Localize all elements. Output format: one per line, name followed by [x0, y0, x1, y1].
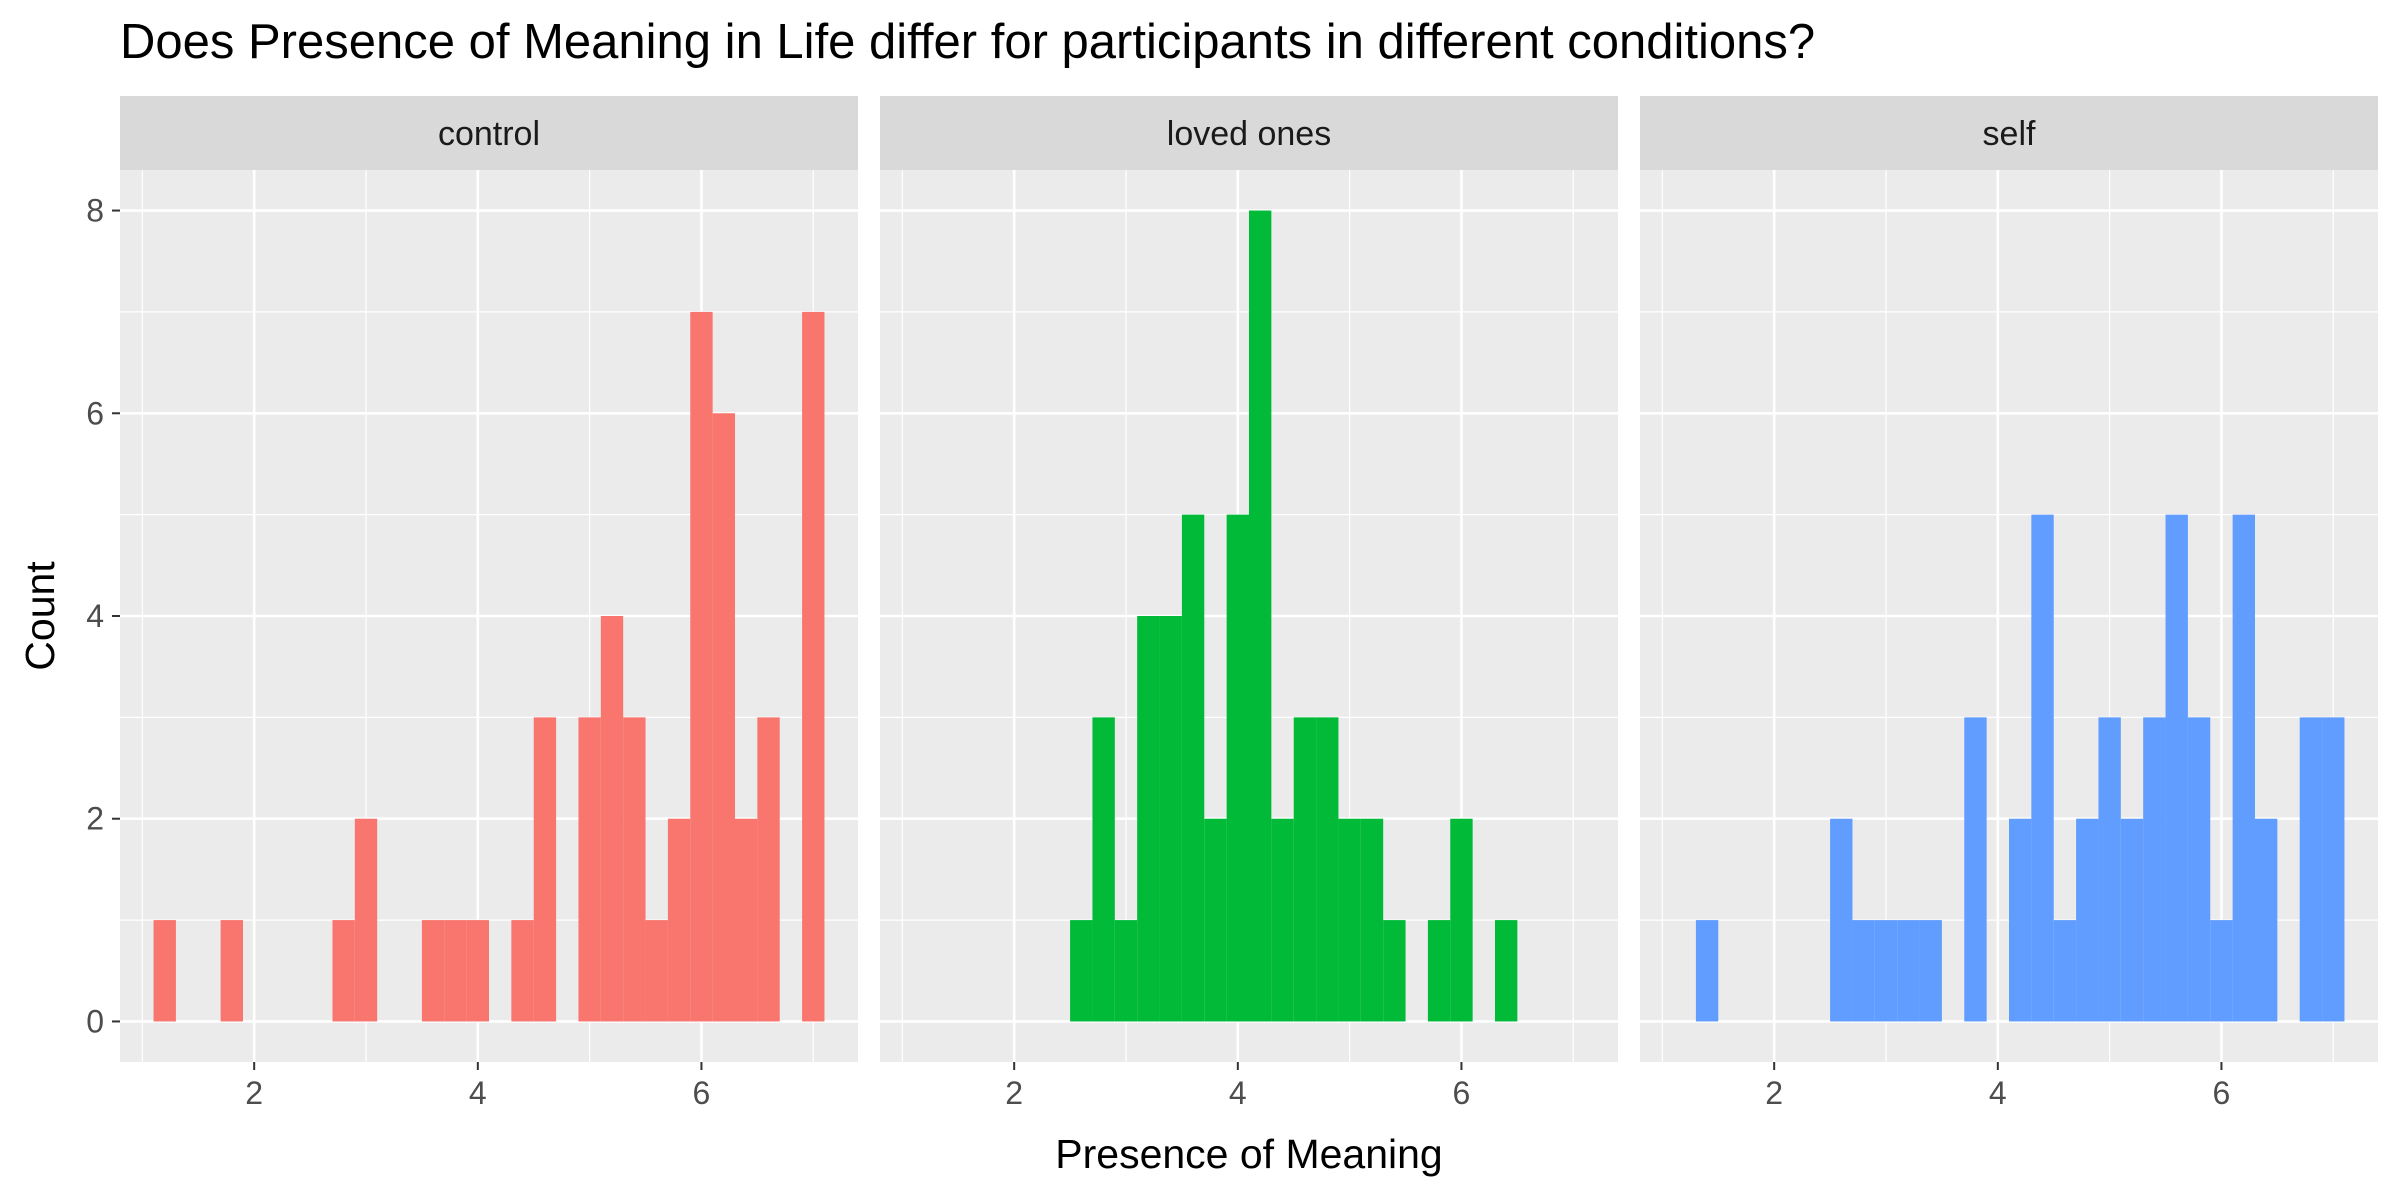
x-tick-label: 4 — [1229, 1075, 1247, 1111]
histogram-bar — [2210, 920, 2233, 1022]
histogram-bar — [444, 920, 467, 1022]
histogram-bar — [1897, 920, 1920, 1022]
facet-strip-label: loved ones — [1167, 115, 1331, 153]
histogram-bar — [1114, 920, 1138, 1022]
histogram-bar — [600, 616, 624, 1022]
x-tick-label: 6 — [1453, 1075, 1471, 1111]
facet-loved-ones: loved ones — [880, 96, 1618, 1062]
histogram-bar — [1830, 818, 1853, 1022]
histogram-bar — [1874, 920, 1898, 1022]
histogram-bar — [1092, 717, 1115, 1022]
histogram-bar — [1137, 616, 1160, 1022]
histogram-bar — [2187, 717, 2211, 1022]
histogram-bar — [1383, 920, 1406, 1022]
histogram-bar — [2053, 920, 2077, 1022]
histogram-bar — [1427, 920, 1451, 1022]
facet-strip — [880, 96, 1618, 170]
histogram-bar — [2232, 514, 2255, 1022]
y-tick-label: 0 — [86, 1003, 104, 1039]
histogram-bar — [757, 717, 780, 1022]
facet-strip-label: self — [1983, 115, 2036, 153]
x-tick-label: 2 — [1005, 1075, 1023, 1111]
histogram-bar — [153, 920, 176, 1022]
histogram-bar — [1964, 717, 1987, 1022]
histogram-bar — [667, 818, 691, 1022]
histogram-bar — [1360, 818, 1384, 1022]
histogram-bar — [2165, 514, 2188, 1022]
x-tick-label: 4 — [469, 1075, 487, 1111]
histogram-bar — [1338, 818, 1361, 1022]
histogram-bar — [1271, 818, 1294, 1022]
facet-strip-label: control — [438, 115, 540, 153]
y-axis: 0 2 4 6 8 — [86, 193, 120, 1039]
y-tick-label: 4 — [86, 598, 104, 634]
histogram-bar — [2009, 818, 2032, 1022]
x-axes: 2 4 6 2 4 6 2 4 6 — [245, 1062, 2230, 1111]
histogram-bar — [511, 920, 534, 1022]
histogram-bar — [354, 818, 378, 1022]
histogram-bar — [2322, 717, 2345, 1022]
histogram-bar — [1919, 920, 1942, 1022]
histogram-bar — [712, 413, 735, 1022]
histogram-bar — [220, 920, 243, 1022]
histogram-bar — [332, 920, 355, 1022]
histogram-bar — [1852, 920, 1875, 1022]
histogram-bar — [1293, 717, 1317, 1022]
histogram-bar — [623, 717, 646, 1022]
histogram-bar — [802, 311, 825, 1022]
histogram-bar — [1316, 717, 1339, 1022]
facet-control: control — [120, 96, 858, 1062]
y-tick-label: 8 — [86, 193, 104, 229]
histogram-bar — [1450, 818, 1473, 1022]
x-tick-label: 4 — [1989, 1075, 2007, 1111]
y-tick-label: 6 — [86, 395, 104, 431]
histogram-bar — [1249, 210, 1272, 1022]
histogram-bar — [1181, 514, 1205, 1022]
histogram-bar — [2299, 717, 2323, 1022]
histogram-bar — [421, 920, 445, 1022]
chart-title: Does Presence of Meaning in Life differ … — [120, 15, 1815, 69]
facet-self: self — [1640, 96, 2378, 1062]
histogram-bar — [2031, 514, 2054, 1022]
x-tick-label: 2 — [245, 1075, 263, 1111]
histogram-bar — [2255, 818, 2278, 1022]
histogram-bar — [1226, 514, 1249, 1022]
y-axis-title: Count — [17, 561, 63, 671]
histogram-bar — [1159, 616, 1182, 1022]
histogram-bar — [1070, 920, 1093, 1022]
y-tick-label: 2 — [86, 801, 104, 837]
histogram-bar — [2143, 717, 2166, 1022]
facet-strip — [120, 96, 858, 170]
histogram-bar — [690, 311, 713, 1022]
histogram-bar — [2098, 717, 2121, 1022]
facet-panels: control loved ones self — [120, 96, 2378, 1062]
x-tick-label: 6 — [2213, 1075, 2231, 1111]
x-axis-title: Presence of Meaning — [1055, 1131, 1442, 1177]
histogram-bar — [645, 920, 668, 1022]
histogram-bar — [1695, 920, 1719, 1022]
histogram-bar — [466, 920, 489, 1022]
facet-strip — [1640, 96, 2378, 170]
histogram-bar — [735, 818, 758, 1022]
histogram-bar — [1495, 920, 1518, 1022]
histogram-bar — [2076, 818, 2099, 1022]
histogram-bar — [533, 717, 557, 1022]
histogram-bar — [2120, 818, 2144, 1022]
histogram-bar — [578, 717, 601, 1022]
x-tick-label: 2 — [1765, 1075, 1783, 1111]
histogram-bar — [1204, 818, 1227, 1022]
x-tick-label: 6 — [693, 1075, 711, 1111]
